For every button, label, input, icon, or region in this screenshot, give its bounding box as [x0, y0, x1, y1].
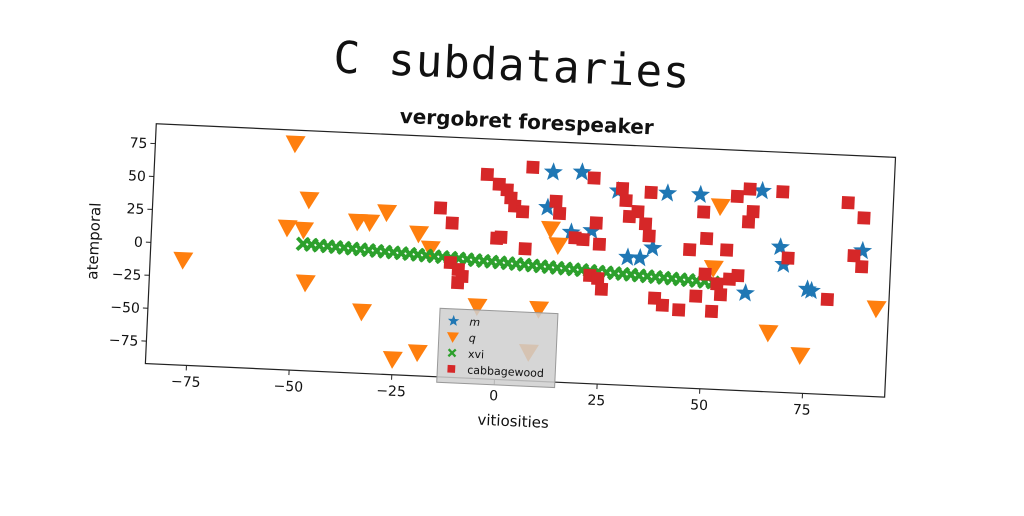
y-tick-label: 25 [126, 201, 145, 218]
y-tick-label: −75 [108, 332, 138, 349]
data-point [451, 276, 464, 289]
y-tick-label: −25 [111, 267, 141, 284]
data-point [855, 260, 868, 273]
data-point [516, 205, 529, 218]
data-point [776, 185, 789, 198]
data-point [518, 242, 531, 255]
data-point [683, 243, 696, 256]
y-tick-label: 50 [128, 168, 147, 185]
data-point [434, 201, 447, 214]
data-point [698, 267, 711, 280]
x-tick-label: 75 [792, 402, 811, 419]
chart-title: vergobret forespeaker [399, 104, 654, 140]
data-point [700, 232, 713, 245]
data-point [639, 217, 652, 230]
data-point [619, 194, 632, 207]
data-point [553, 207, 566, 220]
x-axis-label: vitiosities [477, 411, 549, 432]
data-point [731, 190, 744, 203]
data-point [593, 238, 606, 251]
data-point [697, 205, 710, 218]
data-point [616, 182, 629, 195]
data-point [742, 215, 755, 228]
data-point [689, 289, 702, 302]
y-tick-label: 0 [134, 235, 144, 251]
data-point [644, 186, 657, 199]
data-point [857, 211, 870, 224]
x-tick-label: 50 [690, 397, 709, 414]
legend-label: m [469, 316, 480, 329]
data-point [494, 230, 507, 243]
data-point [445, 216, 458, 229]
data-point [481, 168, 494, 181]
x-tick-label: −75 [171, 374, 201, 391]
data-point [526, 161, 539, 174]
data-point [672, 303, 685, 316]
data-point [714, 288, 727, 301]
data-point [595, 283, 608, 296]
data-point [743, 182, 756, 195]
y-tick-label: 75 [129, 135, 148, 152]
x-tick-label: −50 [273, 378, 303, 395]
legend-label: xvi [468, 348, 485, 362]
data-point [549, 195, 562, 208]
x-tick-label: −25 [376, 383, 406, 400]
data-point [705, 305, 718, 318]
data-point [590, 216, 603, 229]
data-point [841, 196, 854, 209]
legend-label: q [468, 332, 476, 345]
data-point [731, 269, 744, 282]
data-point [656, 299, 669, 312]
legend-marker [447, 365, 455, 373]
data-point [720, 243, 733, 256]
y-tick-label: −50 [110, 300, 140, 317]
x-tick-label: 0 [489, 388, 499, 404]
data-point [631, 205, 644, 218]
y-axis-label: atemporal [83, 202, 104, 280]
data-point [576, 233, 589, 246]
data-point [642, 229, 655, 242]
data-point [821, 293, 834, 306]
data-point [587, 171, 600, 184]
data-point [781, 251, 794, 264]
x-tick-label: 25 [587, 393, 606, 410]
